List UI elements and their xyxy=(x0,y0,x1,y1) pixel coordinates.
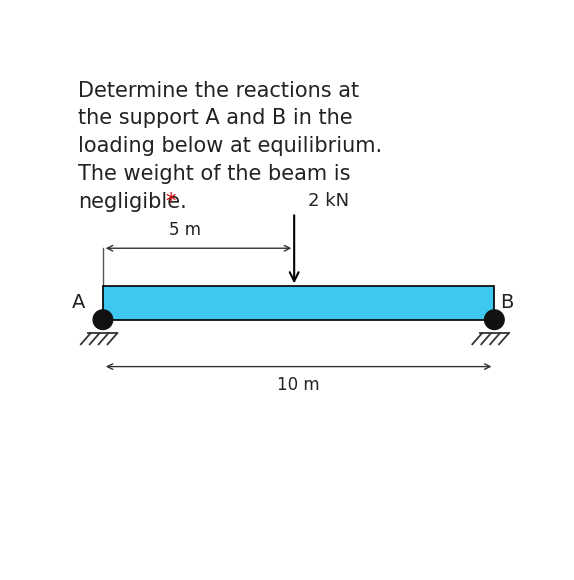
Text: The weight of the beam is: The weight of the beam is xyxy=(79,164,351,184)
Circle shape xyxy=(93,310,113,329)
Text: 2 kN: 2 kN xyxy=(308,193,348,211)
Text: B: B xyxy=(500,293,513,313)
Text: 10 m: 10 m xyxy=(277,376,320,394)
Text: negligible.: negligible. xyxy=(79,191,187,212)
Text: loading below at equilibrium.: loading below at equilibrium. xyxy=(79,136,382,156)
Circle shape xyxy=(484,310,504,329)
Text: 5 m: 5 m xyxy=(169,222,201,240)
Text: the support A and B in the: the support A and B in the xyxy=(79,108,353,128)
Text: *: * xyxy=(165,191,176,212)
Text: Determine the reactions at: Determine the reactions at xyxy=(79,81,359,101)
Bar xyxy=(103,286,494,320)
Text: A: A xyxy=(72,293,85,313)
